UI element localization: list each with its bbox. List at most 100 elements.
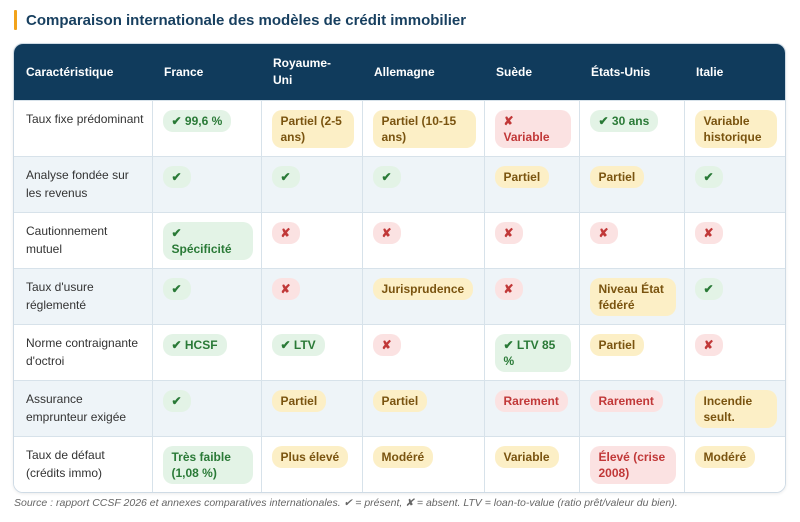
- status-badge: Partiel: [589, 334, 645, 356]
- column-header: Italie: [684, 44, 785, 101]
- status-badge: Niveau État fédéré: [589, 278, 676, 316]
- table-row: Assurance emprunteur exigée ✔ Partiel Parti…: [14, 380, 785, 437]
- status-badge: Partiel (10-15 ans): [372, 110, 476, 148]
- status-badge: ✘: [271, 278, 300, 300]
- table-cell: ✔: [361, 156, 484, 213]
- table-cell: ✔: [151, 380, 261, 437]
- status-badge: ✔ LTV: [271, 334, 325, 356]
- table-cell: ✔ 30 ans: [578, 100, 684, 157]
- status-badge: Très faible (1,08 %): [162, 446, 253, 484]
- status-badge: ✔ 30 ans: [589, 110, 659, 132]
- status-badge: Jurisprudence: [372, 278, 474, 300]
- table-cell: ✘: [260, 212, 362, 269]
- status-badge: ✔ HCSF: [162, 334, 227, 356]
- table-row: Analyse fondée sur les revenus ✔ ✔ ✔ Partiel…: [14, 156, 785, 213]
- status-badge: ✘: [494, 222, 523, 244]
- row-label: Taux fixe prédominant: [14, 100, 152, 157]
- status-badge: ✘: [372, 334, 401, 356]
- status-badge: ✔: [694, 278, 723, 300]
- table-cell: ✔ HCSF: [151, 324, 261, 381]
- table-cell: Partiel: [260, 380, 362, 437]
- row-label: Norme contraignante d'octroi: [14, 324, 152, 381]
- status-badge: Rarement: [494, 390, 568, 412]
- status-badge: Variable historique: [694, 110, 777, 148]
- source-note: Source : rapport CCSF 2026 et annexes co…: [14, 497, 678, 509]
- status-badge: Partiel: [494, 166, 550, 188]
- status-badge: ✔ LTV 85 %: [494, 334, 571, 372]
- table-cell: Partiel: [361, 380, 484, 437]
- table-cell: ✘: [578, 212, 684, 269]
- status-badge: ✔ 99,6 %: [162, 110, 232, 132]
- status-badge: ✔: [271, 166, 300, 188]
- table-cell: Plus élevé: [260, 436, 362, 492]
- table-row: Cautionnement mutuel ✔ Spécificité ✘ ✘ ✘ ✘ ✘: [14, 212, 785, 269]
- table-cell: ✘: [361, 212, 484, 269]
- status-badge: Partiel: [271, 390, 327, 412]
- table-cell: Jurisprudence: [361, 268, 484, 325]
- table-cell: Partiel (2-5 ans): [260, 100, 362, 157]
- table-cell: ✔ Spécificité: [151, 212, 261, 269]
- table-cell: Partiel: [578, 156, 684, 213]
- status-badge: ✔ Spécificité: [162, 222, 253, 260]
- table-cell: ✘: [361, 324, 484, 381]
- table-cell: ✘: [260, 268, 362, 325]
- status-badge: ✘: [694, 334, 723, 356]
- column-header: France: [152, 44, 261, 101]
- table-cell: Partiel: [578, 324, 684, 381]
- status-badge: ✔: [162, 278, 191, 300]
- status-badge: ✔: [162, 390, 191, 412]
- table-cell: Partiel: [483, 156, 579, 213]
- table-row: Taux d'usure réglementé ✔ ✘ Jurisprudence ✘ N…: [14, 268, 785, 325]
- status-badge: ✘: [589, 222, 618, 244]
- table-cell: ✘: [683, 324, 785, 381]
- table-cell: Variable: [483, 436, 579, 492]
- table-cell: ✔ LTV: [260, 324, 362, 381]
- column-header: États-Unis: [579, 44, 684, 101]
- column-header: Caractéristique: [14, 44, 152, 101]
- status-badge: Plus élevé: [271, 446, 349, 468]
- status-badge: ✔: [694, 166, 723, 188]
- status-badge: Rarement: [589, 390, 663, 412]
- table-cell: Incendie seult.: [683, 380, 785, 437]
- title-accent-bar: [14, 10, 17, 30]
- table-cell: ✘ Variable: [483, 100, 579, 157]
- status-badge: Modéré: [694, 446, 756, 468]
- table-row: Taux de défaut (crédits immo) Très faible…: [14, 436, 785, 492]
- table-cell: Modéré: [683, 436, 785, 492]
- table-cell: Modéré: [361, 436, 484, 492]
- column-header: Royaume-Uni: [261, 44, 362, 101]
- table-cell: ✘: [483, 212, 579, 269]
- status-badge: Partiel: [372, 390, 428, 412]
- table-row: Norme contraignante d'octroi ✔ HCSF ✔ LTV ✘…: [14, 324, 785, 381]
- table-cell: ✔: [151, 268, 261, 325]
- table-cell: ✔: [683, 156, 785, 213]
- column-header: Suède: [484, 44, 579, 101]
- table-cell: Rarement: [483, 380, 579, 437]
- title-row: Comparaison internationale des modèles d…: [14, 10, 466, 30]
- status-badge: Incendie seult.: [694, 390, 777, 428]
- table-cell: Partiel (10-15 ans): [361, 100, 484, 157]
- status-badge: ✘ Variable: [494, 110, 571, 148]
- column-header: Allemagne: [362, 44, 484, 101]
- status-badge: Variable: [494, 446, 559, 468]
- status-badge: ✘: [494, 278, 523, 300]
- status-badge: ✔: [162, 166, 191, 188]
- status-badge: ✘: [694, 222, 723, 244]
- table-row: Taux fixe prédominant ✔ 99,6 % Partiel (2-…: [14, 100, 785, 157]
- table-cell: ✔: [260, 156, 362, 213]
- table-cell: ✘: [683, 212, 785, 269]
- table-cell: Élevé (crise 2008): [578, 436, 684, 492]
- table-header-row: Caractéristique France Royaume-Uni Allem…: [14, 44, 785, 101]
- row-label: Assurance emprunteur exigée: [14, 380, 152, 437]
- table-cell: ✔: [151, 156, 261, 213]
- status-badge: Élevé (crise 2008): [589, 446, 676, 484]
- row-label: Cautionnement mutuel: [14, 212, 152, 269]
- table-cell: ✔ 99,6 %: [151, 100, 261, 157]
- table-cell: Rarement: [578, 380, 684, 437]
- comparison-table: Caractéristique France Royaume-Uni Allem…: [14, 44, 785, 492]
- row-label: Taux de défaut (crédits immo): [14, 436, 152, 492]
- status-badge: ✘: [271, 222, 300, 244]
- table-body: Taux fixe prédominant ✔ 99,6 % Partiel (2-…: [14, 100, 785, 492]
- status-badge: ✔: [372, 166, 401, 188]
- table-cell: ✘: [483, 268, 579, 325]
